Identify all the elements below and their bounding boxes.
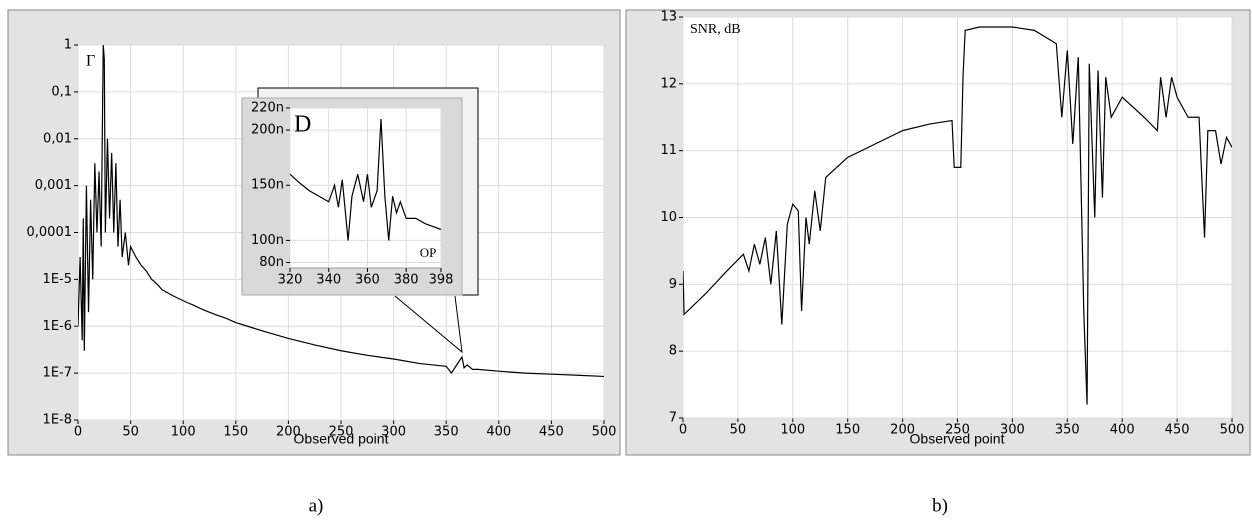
- data-line: [78, 44, 604, 378]
- x-tick-label: 100: [780, 423, 805, 438]
- y-tick-label: 0,01: [43, 131, 72, 146]
- data-line: [290, 118, 441, 241]
- y-tick-label: 9: [669, 277, 677, 292]
- x-tick-label: 150: [223, 425, 248, 440]
- x-tick-label: 450: [539, 425, 564, 440]
- x-tick-label: 450: [1165, 423, 1190, 438]
- x-tick-label: 50: [730, 423, 747, 438]
- x-tick-label: 150: [835, 423, 860, 438]
- x-tick-label: 398: [429, 273, 454, 288]
- x-tick-label: 500: [592, 425, 617, 440]
- x-tick-label: 500: [1220, 423, 1245, 438]
- y-tick-label: 1: [64, 38, 72, 53]
- y-tick-label: 11: [660, 143, 677, 158]
- y-tick-label: 1E-8: [43, 413, 72, 428]
- caption: a): [309, 495, 324, 516]
- chart-right: 0 50 100 150 200 250 300 350 400 450 500 7 8 9 10 11 12 1…: [660, 10, 1244, 517]
- data-line: [683, 26, 1232, 405]
- x-tick-label: 400: [1110, 423, 1135, 438]
- y-axis-label: Γ: [86, 53, 95, 70]
- caption: b): [932, 495, 948, 516]
- y-tick-label: 0,001: [35, 178, 72, 193]
- y-tick-label: 100n: [251, 233, 284, 248]
- y-tick-label: 80n: [259, 255, 284, 270]
- x-tick-label: 200: [276, 425, 301, 440]
- x-tick-label: 340: [316, 273, 341, 288]
- x-tick-label: 350: [1055, 423, 1080, 438]
- y-tick-label: 10: [660, 210, 677, 225]
- y-tick-label: 150n: [251, 178, 284, 193]
- y-tick-label: 1E-5: [43, 272, 72, 287]
- x-tick-label: 360: [355, 273, 380, 288]
- x-tick-label: 300: [381, 425, 406, 440]
- y-tick-label: 7: [669, 411, 677, 426]
- x-axis-label: Observed point: [910, 431, 1005, 447]
- x-tick-label: 350: [434, 425, 459, 440]
- y-tick-label: 0,1: [51, 84, 72, 99]
- x-tick-label: 400: [486, 425, 511, 440]
- y-tick-label: 8: [669, 344, 677, 359]
- y-tick-label: 1E-6: [43, 319, 72, 334]
- x-tick-label: 250: [329, 425, 354, 440]
- x-tick-label: 100: [171, 425, 196, 440]
- x-tick-label: 0: [74, 425, 82, 440]
- x-tick-label: 320: [278, 273, 303, 288]
- x-tick-label: 380: [394, 273, 419, 288]
- y-tick-label: 200n: [251, 123, 284, 138]
- y-tick-label: 0,0001: [27, 225, 73, 240]
- x-tick-label: 200: [890, 423, 915, 438]
- y-axis-label: D: [294, 112, 311, 138]
- chart-inset: 320 340 360 380 398 80n 100n 150n 200n 220n OP D: [251, 101, 453, 288]
- x-axis-label: Observed point: [294, 431, 389, 447]
- x-axis-label: OP: [420, 245, 437, 260]
- y-axis-label: SNR, dB: [690, 22, 741, 37]
- x-tick-label: 50: [122, 425, 139, 440]
- y-tick-label: 13: [660, 10, 677, 25]
- callout: [394, 295, 463, 354]
- x-tick-label: 300: [1000, 423, 1025, 438]
- y-tick-label: 220n: [251, 101, 284, 116]
- y-tick-label: 1E-7: [43, 366, 72, 381]
- x-tick-label: 0: [679, 423, 687, 438]
- x-tick-label: 250: [945, 423, 970, 438]
- y-tick-label: 12: [660, 76, 677, 91]
